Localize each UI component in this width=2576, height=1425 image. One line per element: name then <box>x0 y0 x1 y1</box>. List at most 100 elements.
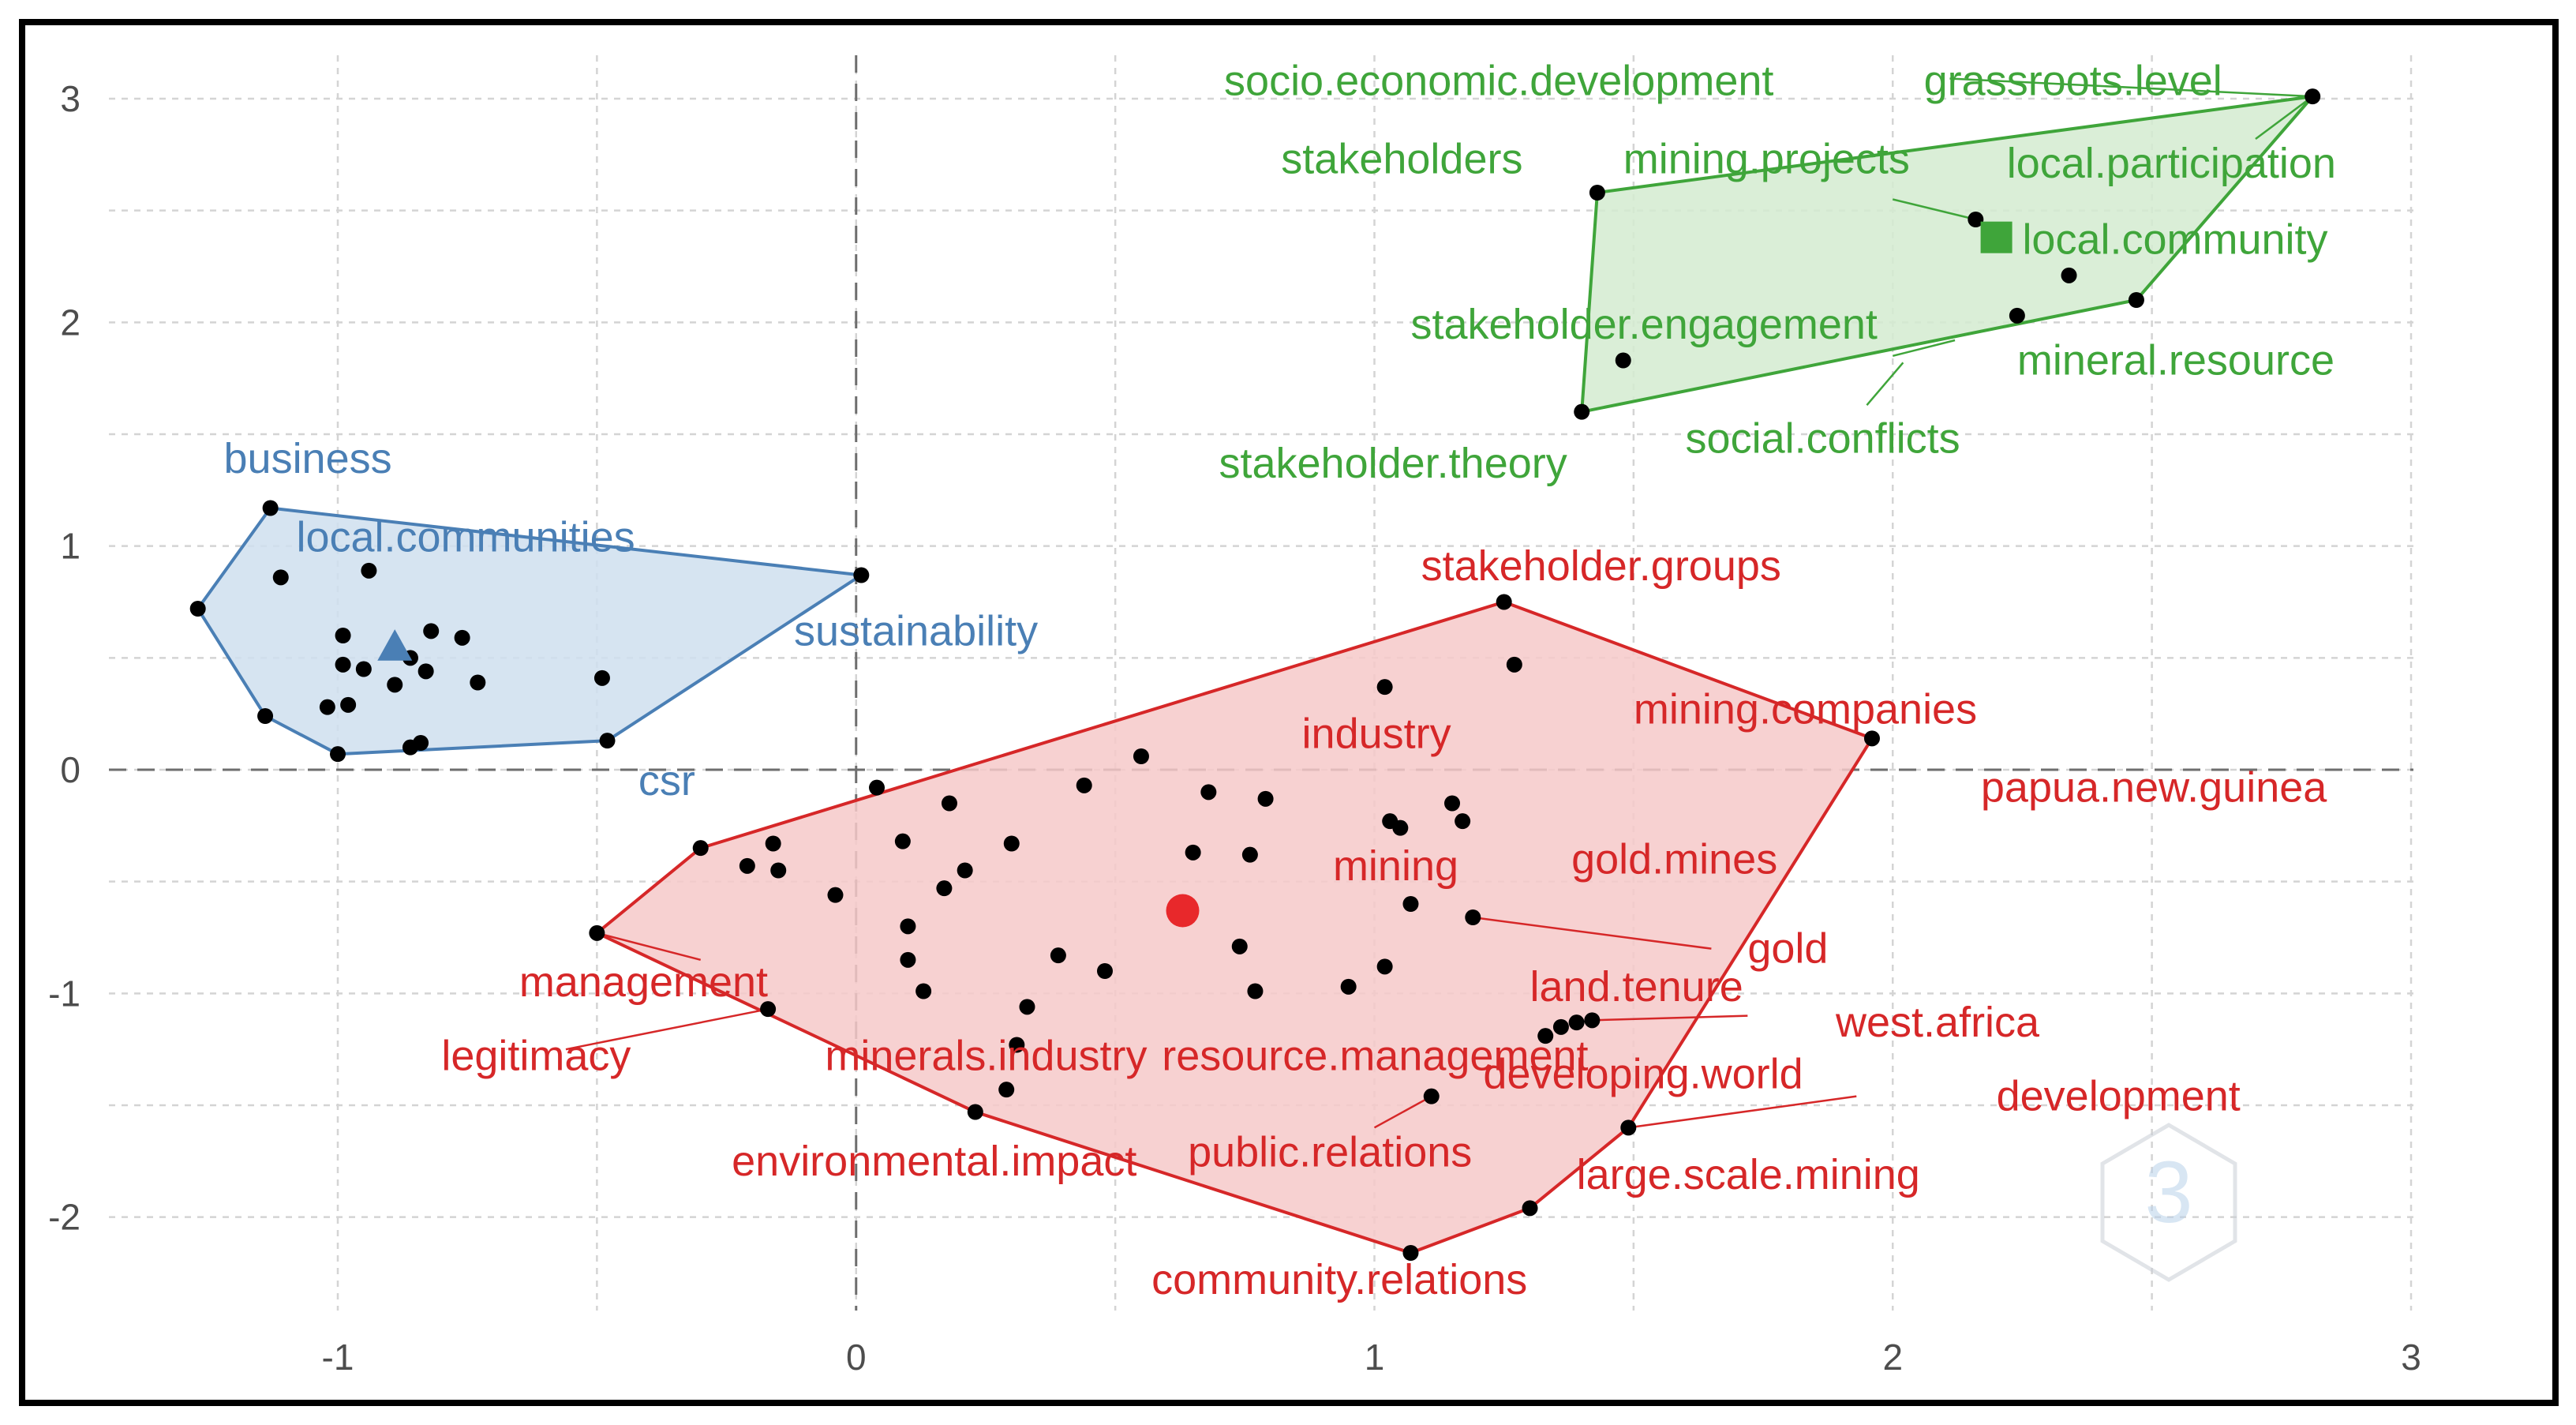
red-data-point <box>1340 978 1357 995</box>
green-point-label: social.conflicts <box>1686 415 1960 463</box>
watermark-logo-icon: 3 <box>2100 1123 2237 1282</box>
red-leader-line <box>565 1007 769 1051</box>
red-data-point <box>1376 679 1393 696</box>
red-point-label: gold <box>1747 925 1828 973</box>
blue-point-label: sustainability <box>794 607 1038 654</box>
blue-data-point <box>319 699 335 715</box>
green-data-point <box>2128 292 2144 308</box>
blue-data-point <box>423 623 440 639</box>
red-data-point <box>1496 594 1512 610</box>
blue-data-point <box>335 656 351 673</box>
svg-text:3: 3 <box>2144 1144 2192 1241</box>
red-point-label: public.relations <box>1188 1129 1472 1176</box>
red-data-point <box>869 779 886 796</box>
red-point-label: community.relations <box>1151 1256 1527 1303</box>
green-leader-line <box>1892 198 1976 221</box>
red-data-point <box>941 795 957 812</box>
red-leader-line <box>1473 916 1712 950</box>
y-tick-label: -1 <box>48 973 80 1014</box>
green-point-label: stakeholder.theory <box>1219 440 1567 487</box>
red-data-point <box>760 1001 777 1018</box>
green-data-point <box>2061 267 2077 283</box>
red-data-point <box>1096 963 1113 979</box>
green-centroid-square <box>1980 221 2012 253</box>
red-point-label: west.africa <box>1835 999 2040 1046</box>
red-data-point <box>900 951 916 968</box>
green-leader-line <box>1892 339 1956 358</box>
green-data-point <box>1574 403 1590 420</box>
blue-data-point <box>599 733 616 749</box>
green-leader-line <box>1866 362 1904 406</box>
red-data-point <box>1185 844 1201 861</box>
blue-data-point <box>361 562 377 579</box>
red-data-point <box>957 862 973 879</box>
outer-frame <box>19 19 2559 1406</box>
blue-data-point <box>340 696 357 713</box>
y-tick-label: 2 <box>60 302 80 343</box>
blue-data-point <box>413 735 429 751</box>
red-data-point <box>1620 1119 1637 1136</box>
red-data-point <box>900 918 916 935</box>
x-tick-label: 1 <box>1365 1337 1385 1378</box>
red-point-label: environmental.impact <box>732 1138 1136 1185</box>
red-data-point <box>1455 813 1471 830</box>
blue-centroid-triangle <box>377 629 413 661</box>
red-data-point <box>1402 896 1419 912</box>
blue-point-label: business <box>224 435 392 482</box>
red-data-point <box>1863 730 1880 747</box>
green-point-label: mineral.resource <box>2017 337 2334 384</box>
x-tick-label: 3 <box>2401 1337 2421 1378</box>
red-data-point <box>1423 1088 1440 1104</box>
red-data-point <box>692 840 709 857</box>
green-data-point <box>2305 88 2321 105</box>
blue-data-point <box>387 677 403 693</box>
green-point-label: mining.projects <box>1623 136 1910 183</box>
blue-data-point <box>272 569 289 586</box>
red-data-point <box>1465 909 1481 925</box>
red-point-label: industry <box>1302 711 1451 758</box>
axis-ticks: -1 0 1 2 3 3 2 1 0 -1 -2 <box>48 78 2421 1378</box>
red-data-point <box>1444 795 1461 812</box>
green-data-point <box>2009 307 2025 324</box>
red-point-label: legitimacy <box>441 1033 631 1080</box>
red-data-point <box>1402 1245 1419 1261</box>
blue-data-point <box>454 629 470 646</box>
red-data-point <box>1247 983 1264 999</box>
green-leader-line <box>2255 96 2313 141</box>
red-leader-line <box>1373 1095 1432 1129</box>
red-data-point <box>1200 784 1217 801</box>
red-data-point <box>1257 790 1274 807</box>
x-tick-label: 0 <box>846 1337 867 1378</box>
red-point-label: development <box>1997 1073 2241 1120</box>
cluster-centroids <box>377 221 2012 928</box>
data-points <box>189 88 2321 1261</box>
blue-data-point <box>853 567 870 583</box>
red-point-label: minerals.industry <box>825 1033 1147 1080</box>
blue-data-point <box>417 663 434 680</box>
green-point-label: grassroots.level <box>1924 57 2222 104</box>
red-leader-line <box>1628 1095 1857 1129</box>
red-point-label: developing.world <box>1483 1050 1803 1097</box>
red-point-label: mining.companies <box>1634 686 1977 733</box>
red-data-point <box>739 857 755 874</box>
blue-point-label: local.communities <box>296 513 635 561</box>
red-data-point <box>894 833 911 849</box>
red-data-point <box>827 887 844 903</box>
red-point-label: gold.mines <box>1571 835 1777 883</box>
red-data-point <box>1019 999 1035 1015</box>
red-data-point <box>1009 1037 1025 1053</box>
green-point-label: stakeholder.engagement <box>1410 301 1877 348</box>
red-data-point <box>1133 748 1149 764</box>
red-leader-line <box>597 932 702 962</box>
red-data-point <box>765 835 781 852</box>
blue-data-point <box>189 601 206 617</box>
red-data-point <box>1506 656 1522 673</box>
red-data-point <box>1076 777 1092 793</box>
red-point-label: stakeholder.groups <box>1421 542 1781 590</box>
red-data-point <box>998 1082 1015 1098</box>
y-tick-label: 1 <box>60 526 80 567</box>
y-tick-label: 0 <box>60 749 80 790</box>
green-data-point <box>1589 185 1605 201</box>
blue-data-point <box>593 669 610 686</box>
